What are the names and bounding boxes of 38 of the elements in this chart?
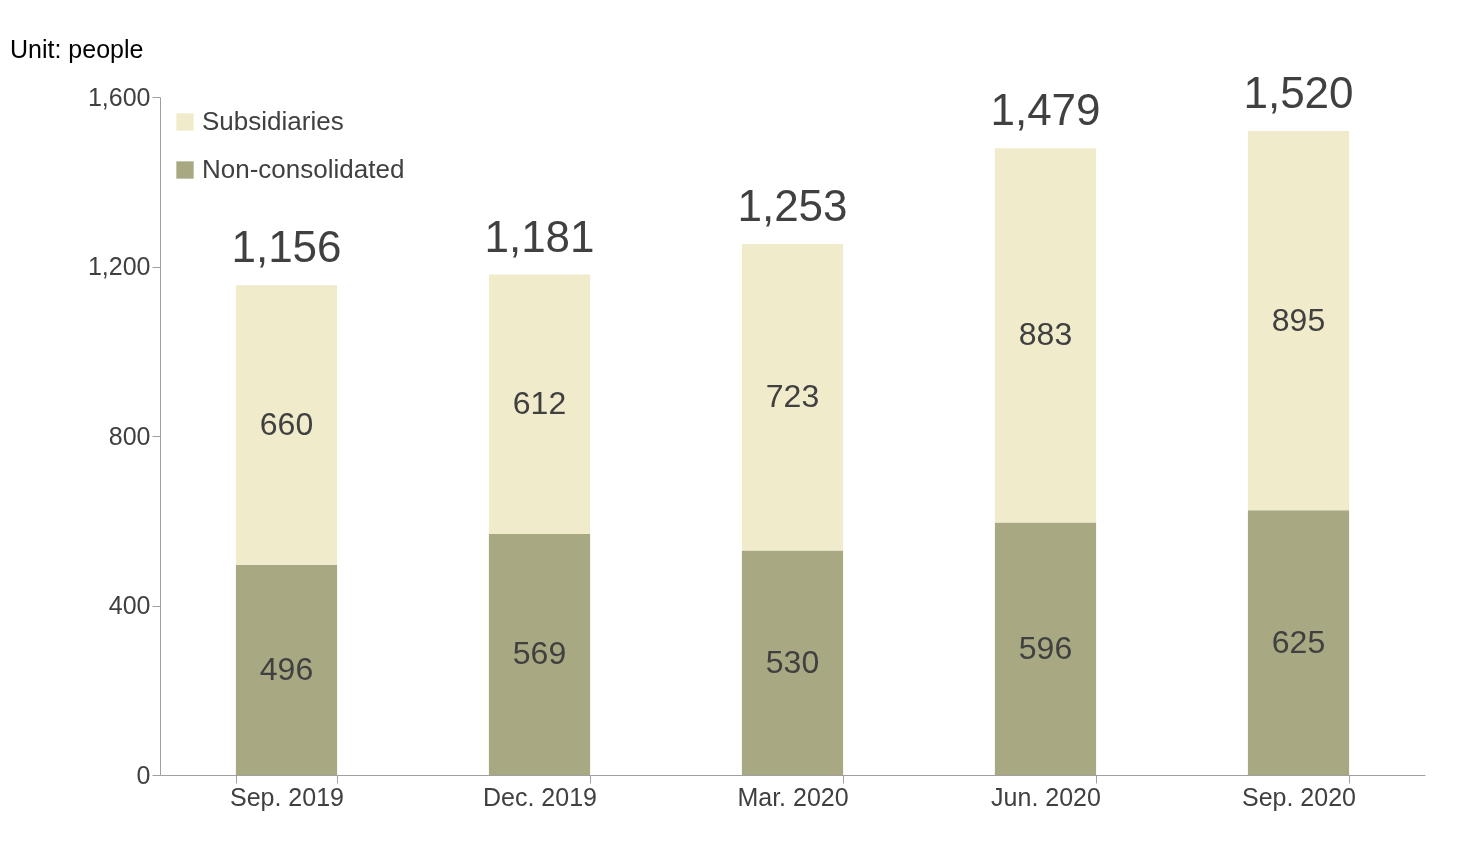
bar xyxy=(741,244,844,551)
data-label: 895 xyxy=(1271,301,1326,338)
legend-label: Subsidiaries xyxy=(202,106,344,136)
bar xyxy=(1247,510,1350,775)
x-tick-label: Sep. 2020 xyxy=(1242,782,1356,811)
bar xyxy=(488,274,591,534)
y-tick-label: 0 xyxy=(136,760,151,789)
data-label: 496 xyxy=(259,650,314,687)
y-tick-label: 1,200 xyxy=(87,252,151,280)
y-tick-label: 800 xyxy=(108,421,151,450)
data-label: 723 xyxy=(765,378,820,415)
legend-label: Non-consolidated xyxy=(202,154,405,184)
x-tick-label: Dec. 2019 xyxy=(483,782,597,811)
total-label: 1,156 xyxy=(231,222,342,272)
x-tick-label: Sep. 2019 xyxy=(230,782,344,811)
data-label: 883 xyxy=(1018,316,1073,353)
bar xyxy=(235,564,338,775)
total-label: 1,479 xyxy=(990,85,1101,135)
bar xyxy=(488,533,591,775)
data-label: 612 xyxy=(512,385,567,422)
data-label: 530 xyxy=(765,643,820,680)
bar xyxy=(994,148,1097,523)
data-label: 596 xyxy=(1018,629,1073,666)
bar xyxy=(741,550,844,775)
data-label: 569 xyxy=(512,635,567,672)
data-label: 660 xyxy=(259,405,314,442)
bar xyxy=(235,285,338,565)
x-tick-label: Mar. 2020 xyxy=(737,782,849,811)
y-tick-label: 1,600 xyxy=(87,82,151,111)
y-tick-label: 400 xyxy=(108,591,151,619)
x-tick-label: Jun. 2020 xyxy=(991,782,1101,811)
total-label: 1,520 xyxy=(1243,67,1354,117)
total-label: 1,181 xyxy=(484,211,595,261)
total-label: 1,253 xyxy=(737,181,848,231)
bar xyxy=(1247,130,1350,511)
data-label: 625 xyxy=(1271,623,1326,660)
text: Unit: people xyxy=(10,34,144,63)
bar xyxy=(994,522,1097,775)
